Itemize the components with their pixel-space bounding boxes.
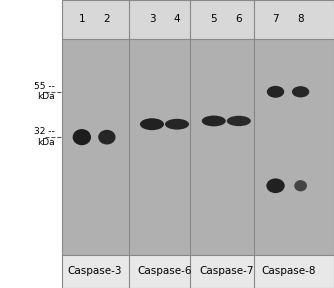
Ellipse shape [292, 86, 309, 97]
Text: 32 --: 32 -- [34, 128, 55, 137]
Ellipse shape [227, 116, 251, 126]
Text: Caspase-6: Caspase-6 [137, 266, 192, 276]
Text: 6: 6 [235, 14, 242, 24]
Ellipse shape [98, 130, 116, 145]
Text: 2: 2 [104, 14, 110, 24]
Ellipse shape [165, 119, 189, 130]
Text: 4: 4 [174, 14, 180, 24]
Text: Caspase-8: Caspase-8 [261, 266, 316, 276]
Ellipse shape [267, 179, 285, 193]
Ellipse shape [73, 129, 91, 145]
Bar [62, 0, 334, 288]
Text: 7: 7 [272, 14, 279, 24]
Text: 55 --: 55 -- [34, 82, 55, 91]
Text: kDa: kDa [37, 138, 55, 147]
Text: 1: 1 [78, 14, 85, 24]
Bar [0, 0, 62, 288]
Ellipse shape [267, 86, 284, 98]
Text: kDa: kDa [37, 92, 55, 101]
Ellipse shape [140, 118, 164, 130]
Bar [62, 39, 334, 255]
Bar [62, 255, 334, 288]
Bar [62, 0, 334, 39]
Text: 3: 3 [149, 14, 155, 24]
Text: 5: 5 [210, 14, 217, 24]
Text: Caspase-7: Caspase-7 [199, 266, 254, 276]
Ellipse shape [294, 180, 307, 192]
Text: Caspase-3: Caspase-3 [67, 266, 122, 276]
Text: 8: 8 [297, 14, 304, 24]
Ellipse shape [202, 115, 226, 126]
